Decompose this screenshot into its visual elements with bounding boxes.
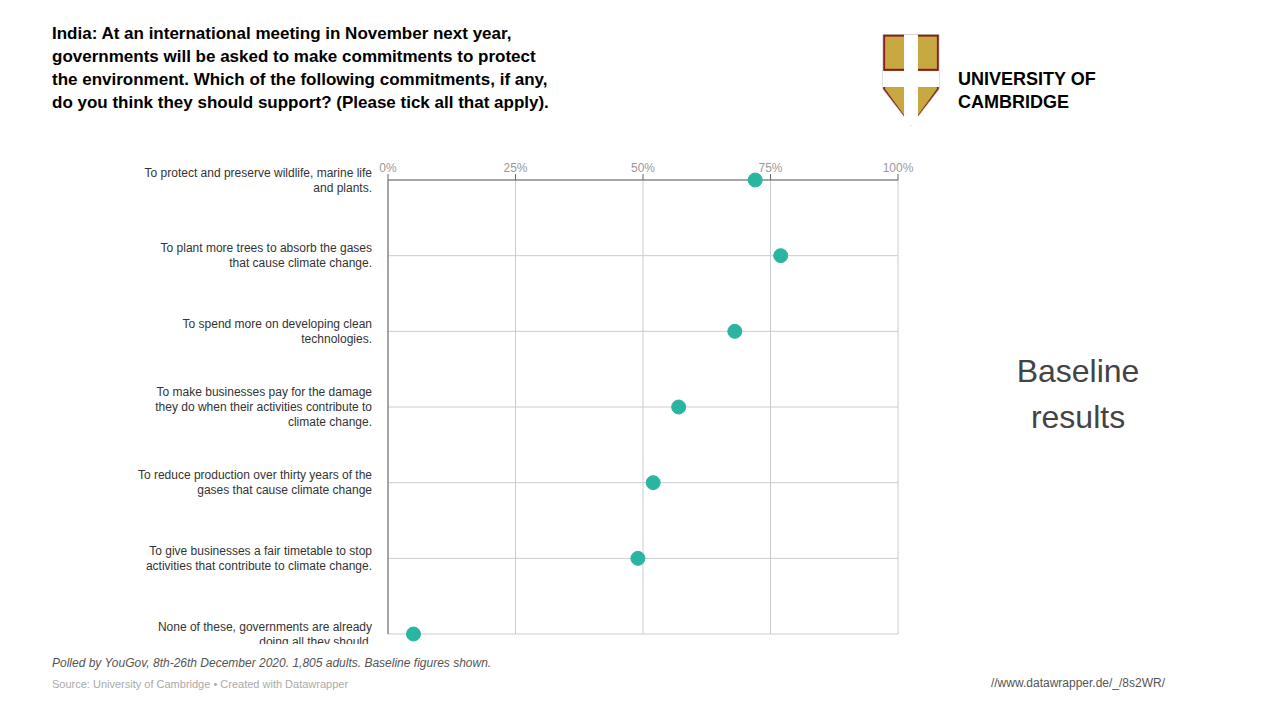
svg-text:To make businesses pay for the: To make businesses pay for the damagethe… [155, 385, 372, 429]
html-text:do you think they should suppo: do you think they should support? (Pleas… [52, 93, 549, 112]
html-text:UNIVERSITY OF: UNIVERSITY OF [958, 69, 1096, 89]
html-text://www.datawrapper.de/_/8s2WR/: //www.datawrapper.de/_/8s2WR/ [991, 676, 1165, 690]
html-text:Source: University of Cambridg: Source: University of Cambridge • Create… [52, 678, 349, 690]
svg-text:25%: 25% [503, 161, 527, 175]
svg-text:100%: 100% [883, 161, 914, 175]
svg-text:0%: 0% [379, 161, 397, 175]
svg-text:To reduce production over thir: To reduce production over thirty years o… [138, 468, 372, 497]
svg-text:To spend more on developing cl: To spend more on developing cleantechnol… [183, 317, 372, 346]
html-text:Polled by YouGov, 8th-26th Dec: Polled by YouGov, 8th-26th December 2020… [52, 656, 492, 670]
html-text:the environment. Which of the: the environment. Which of the following … [52, 70, 548, 89]
svg-text:To plant more trees to absorb: To plant more trees to absorb the gasest… [161, 241, 372, 270]
svg-text:To protect and preserve wildli: To protect and preserve wildlife, marine… [145, 166, 373, 195]
svg-text:To give businesses a fair time: To give businesses a fair timetable to s… [146, 544, 372, 573]
svg-text:75%: 75% [758, 161, 782, 175]
svg-text:50%: 50% [631, 161, 655, 175]
html-text:Baseline: Baseline [1016, 353, 1140, 389]
html-text:India: At an international mee: India: At an international meeting in No… [52, 24, 512, 43]
html-text:CAMBRIDGE: CAMBRIDGE [958, 92, 1069, 112]
svg-text:None of these, governments are: None of these, governments are alreadydo… [158, 620, 372, 645]
html-text:governments will be asked to m: governments will be asked to make commit… [52, 47, 536, 66]
html-text:results: results [1030, 399, 1126, 435]
